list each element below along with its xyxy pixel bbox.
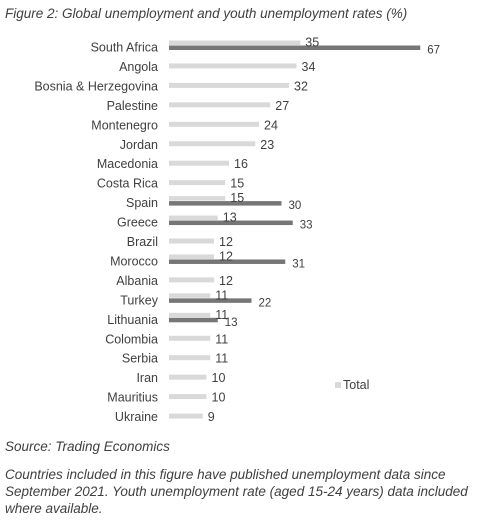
- bar-youth-turkey: [169, 298, 252, 303]
- bar-total-costa-rica: [169, 180, 226, 186]
- bar-total-albania: [169, 277, 214, 283]
- bar-total-morocco: [169, 254, 214, 259]
- value-label-total-mauritius: 10: [212, 391, 226, 405]
- category-label-lithuania: Lithuania: [107, 313, 158, 327]
- category-label-bosnia-herzegovina: Bosnia & Herzegovina: [34, 79, 158, 93]
- value-label-youth-greece: 33: [300, 220, 313, 232]
- value-label-total-greece: 13: [223, 211, 237, 225]
- value-label-total-lithuania: 11: [215, 308, 228, 322]
- value-label-total-montenegro: 24: [264, 118, 278, 132]
- category-label-iran: Iran: [136, 371, 158, 385]
- value-labels: 3567343227242316151530133312123112112211…: [208, 36, 440, 425]
- value-label-total-turkey: 11: [215, 288, 228, 302]
- bar-total-macedonia: [169, 160, 229, 166]
- bar-total-palestine: [169, 102, 271, 108]
- category-labels: South Africa Angola Bosnia & Herzegovina Pa…: [34, 41, 158, 425]
- category-label-greece: Greece: [117, 216, 158, 230]
- bar-total-serbia: [169, 355, 211, 361]
- value-label-youth-spain: 30: [289, 200, 302, 212]
- bar-youth-south-africa: [169, 45, 421, 50]
- category-label-macedonia: Macedonia: [97, 157, 158, 171]
- value-label-total-brazil: 12: [219, 235, 233, 249]
- category-label-brazil: Brazil: [127, 235, 158, 249]
- category-label-montenegro: Montenegro: [91, 118, 158, 132]
- category-label-jordan: Jordan: [120, 138, 158, 152]
- category-label-palestine: Palestine: [107, 99, 158, 113]
- bar-total-lithuania: [169, 312, 211, 318]
- value-label-total-south-africa: 35: [305, 36, 319, 50]
- bar-total-greece: [169, 215, 218, 221]
- bar-total-mauritius: [169, 394, 207, 400]
- category-label-turkey: Turkey: [120, 293, 158, 307]
- category-label-mauritius: Mauritius: [107, 391, 158, 405]
- legend-label-total: Total: [343, 378, 369, 392]
- category-label-morocco: Morocco: [110, 254, 158, 268]
- figure-title: Figure 2: Global unemployment and youth …: [5, 6, 408, 21]
- category-label-colombia: Colombia: [105, 332, 158, 346]
- category-label-ukraine: Ukraine: [115, 410, 158, 424]
- value-label-youth-turkey: 22: [259, 297, 272, 309]
- value-label-total-costa-rica: 15: [230, 177, 244, 191]
- source-text: Source: Trading Economics: [5, 439, 170, 454]
- bar-total-iran: [169, 374, 207, 380]
- bar-youth-greece: [169, 220, 293, 226]
- category-label-costa-rica: Costa Rica: [97, 177, 158, 191]
- value-label-total-bosnia-herzegovina: 32: [294, 79, 308, 93]
- value-label-total-serbia: 11: [215, 352, 228, 366]
- bar-total-ukraine: [169, 413, 203, 419]
- bar-total-angola: [169, 63, 297, 69]
- category-label-south-africa: South Africa: [91, 41, 158, 55]
- value-label-total-macedonia: 16: [234, 157, 248, 171]
- value-label-total-iran: 10: [212, 371, 226, 385]
- bar-total-colombia: [169, 335, 211, 341]
- category-label-angola: Angola: [119, 60, 158, 74]
- bars: [169, 40, 421, 419]
- bar-youth-lithuania: [169, 317, 218, 323]
- value-label-total-morocco: 12: [219, 249, 233, 263]
- category-label-spain: Spain: [126, 196, 158, 210]
- bar-total-brazil: [169, 238, 214, 244]
- value-label-total-colombia: 11: [215, 332, 228, 346]
- bar-total-turkey: [169, 293, 211, 298]
- note-text: Countries included in this figure have p…: [5, 467, 468, 516]
- bar-total-jordan: [169, 141, 256, 147]
- value-label-total-spain: 15: [230, 191, 244, 205]
- legend-swatch-total: [335, 382, 341, 388]
- value-label-youth-morocco: 31: [292, 258, 305, 270]
- legend: Total: [335, 378, 369, 392]
- value-label-youth-south-africa: 67: [427, 45, 440, 57]
- category-label-albania: Albania: [116, 274, 158, 288]
- value-label-total-ukraine: 9: [208, 410, 215, 424]
- bar-youth-spain: [169, 201, 282, 206]
- bar-chart: South Africa Angola Bosnia & Herzegovina Pa…: [34, 36, 440, 425]
- bar-total-montenegro: [169, 121, 259, 127]
- value-label-total-palestine: 27: [275, 99, 289, 113]
- category-label-serbia: Serbia: [122, 352, 158, 366]
- value-label-total-angola: 34: [302, 60, 316, 74]
- bar-total-spain: [169, 196, 226, 201]
- bar-total-south-africa: [169, 40, 301, 45]
- value-label-youth-lithuania: 13: [225, 317, 238, 329]
- value-label-total-albania: 12: [219, 274, 233, 288]
- bar-total-bosnia-herzegovina: [169, 82, 289, 88]
- value-label-total-jordan: 23: [260, 138, 274, 152]
- bar-youth-morocco: [169, 259, 286, 264]
